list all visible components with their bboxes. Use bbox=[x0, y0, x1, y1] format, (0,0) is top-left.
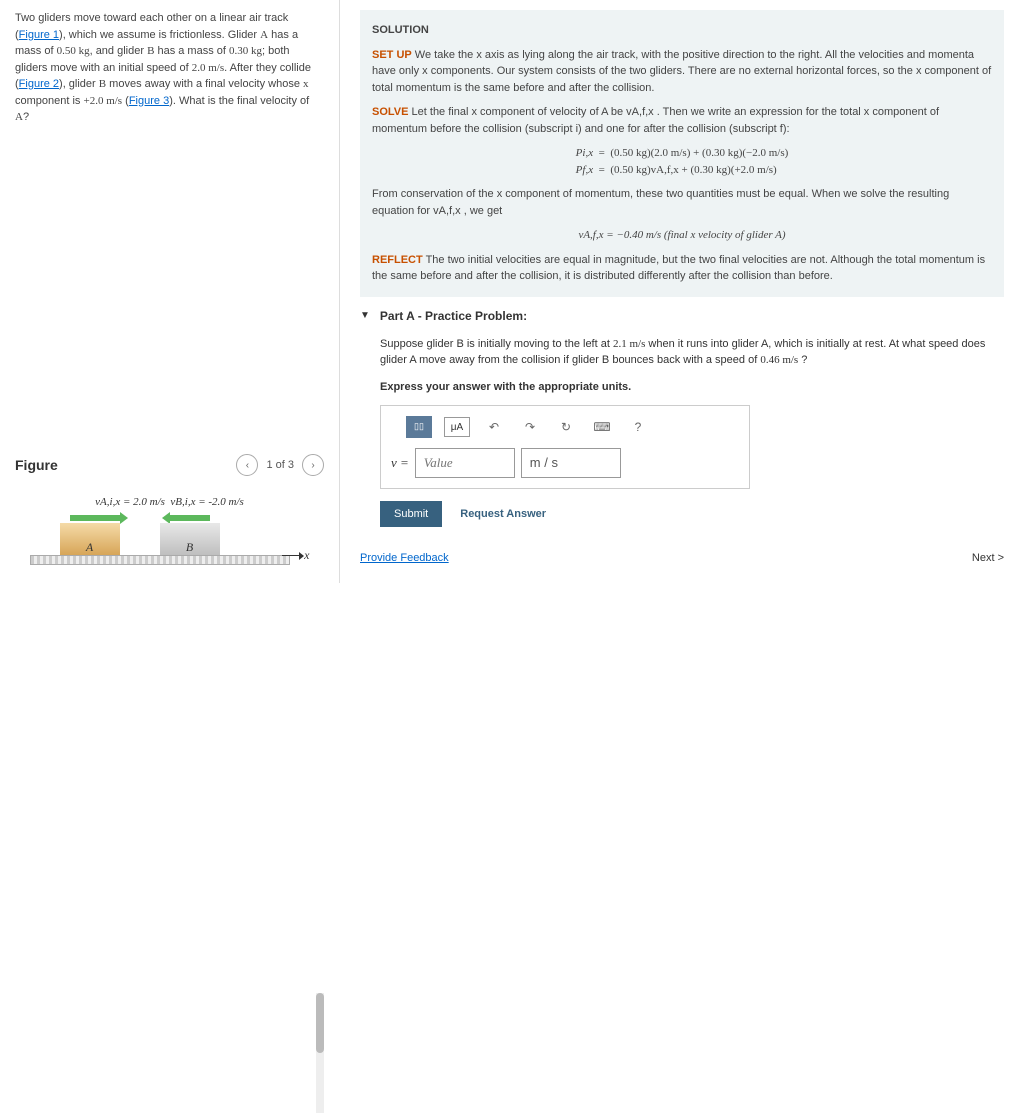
reset-icon[interactable]: ↻ bbox=[554, 417, 578, 437]
next-link[interactable]: Next > bbox=[972, 552, 1004, 564]
equation-block-1: Pi,x = (0.50 kg)(2.0 m/s) + (0.30 kg)(−2… bbox=[372, 145, 992, 178]
submit-button[interactable]: Submit bbox=[380, 501, 442, 527]
request-answer-link[interactable]: Request Answer bbox=[460, 506, 546, 523]
caret-down-icon: ▼ bbox=[360, 310, 370, 321]
answer-box: ▯▯ μA ↶ ↷ ↻ ⌨ ? v = m / s bbox=[380, 405, 750, 489]
answer-instruction: Express your answer with the appropriate… bbox=[380, 379, 1004, 396]
variable-label: v = bbox=[391, 453, 409, 473]
figure-diagram: vA,i,x = 2.0 m/s vB,i,x = -2.0 m/s A B x bbox=[15, 496, 324, 573]
keyboard-icon[interactable]: ⌨ bbox=[590, 417, 614, 437]
figure1-link[interactable]: Figure 1 bbox=[19, 29, 59, 41]
figure-count: 1 of 3 bbox=[266, 459, 294, 471]
templates-button[interactable]: ▯▯ bbox=[406, 416, 432, 438]
figure-next-button[interactable]: › bbox=[302, 454, 324, 476]
equation-block-2: vA,f,x = −0.40 m/s (final x velocity of … bbox=[372, 227, 992, 244]
figure-scrollbar[interactable] bbox=[316, 993, 324, 1113]
figure-title: Figure bbox=[15, 457, 58, 473]
problem-statement: Two gliders move toward each other on a … bbox=[15, 10, 324, 126]
undo-icon[interactable]: ↶ bbox=[482, 417, 506, 437]
solution-box: SOLUTION SET UP We take the x axis as ly… bbox=[360, 10, 1004, 297]
part-a-header[interactable]: ▼ Part A - Practice Problem: bbox=[360, 297, 1004, 331]
part-a-question: Suppose glider B is initially moving to … bbox=[380, 336, 1004, 369]
figure-prev-button[interactable]: ‹ bbox=[236, 454, 258, 476]
help-icon[interactable]: ? bbox=[626, 417, 650, 437]
figure2-link[interactable]: Figure 2 bbox=[19, 78, 59, 90]
figure3-link[interactable]: Figure 3 bbox=[129, 95, 169, 107]
unit-input[interactable]: m / s bbox=[521, 448, 621, 478]
value-input[interactable] bbox=[415, 448, 515, 478]
redo-icon[interactable]: ↷ bbox=[518, 417, 542, 437]
units-button[interactable]: μA bbox=[444, 417, 470, 437]
solution-title: SOLUTION bbox=[372, 22, 992, 39]
provide-feedback-link[interactable]: Provide Feedback bbox=[360, 552, 449, 564]
